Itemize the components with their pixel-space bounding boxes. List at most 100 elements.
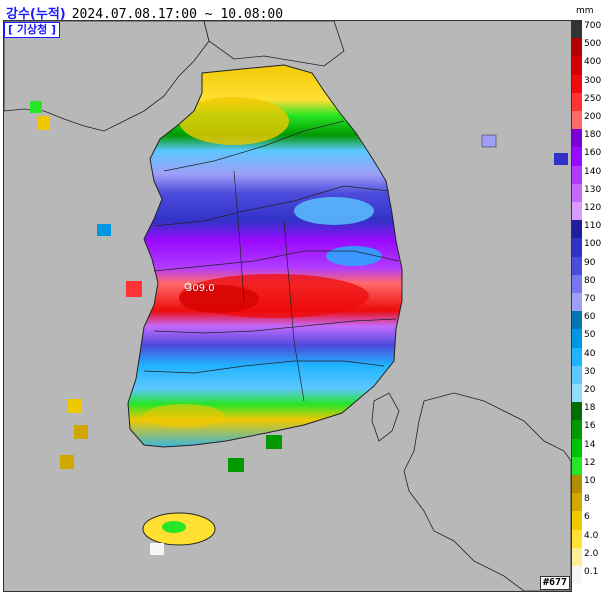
legend-class: 120 [572, 202, 604, 221]
legend-swatch [572, 420, 582, 439]
legend-label: 0.1 [584, 567, 599, 577]
legend-class: 60 [572, 311, 604, 330]
rainfall-map-canvas [4, 21, 571, 591]
legend-label: 80 [584, 275, 596, 286]
island-rain-cell [97, 224, 111, 236]
legend-class: 30 [572, 365, 604, 384]
legend-swatch [572, 293, 582, 312]
max-rainfall-label: 309.0 [186, 283, 215, 294]
legend-swatch [572, 92, 582, 111]
north-dry-area [179, 97, 289, 145]
island-rain-cell [68, 399, 82, 413]
jeju-low-rain [150, 543, 164, 555]
legend-swatch [572, 511, 582, 530]
title-label: 강수(누적) [6, 7, 66, 22]
legend-class: 6 [572, 511, 604, 530]
agency-label: [ 기상청 ] [4, 22, 61, 38]
legend-swatch [572, 56, 582, 75]
legend-swatch [572, 274, 582, 293]
legend-class: 140 [572, 165, 604, 184]
legend-class: 18 [572, 402, 604, 421]
legend-label: 20 [584, 385, 596, 395]
legend-label: 70 [584, 294, 596, 304]
legend-class: 180 [572, 129, 604, 148]
legend-label: 90 [584, 257, 596, 268]
legend-label: 12 [584, 457, 596, 468]
north-east-landmass [203, 21, 345, 67]
legend-swatch [572, 475, 582, 494]
legend-label: 700 [584, 21, 602, 31]
legend-class: 0.1 [572, 566, 604, 585]
island-rain-cell [266, 435, 282, 449]
legend-class: 160 [572, 147, 604, 166]
legend-swatch [572, 529, 582, 548]
jeju-rain-core [162, 521, 186, 533]
legend-swatch [572, 566, 582, 585]
legend-label: 10 [584, 476, 596, 486]
legend-class: 110 [572, 220, 604, 239]
legend-class: 20 [572, 384, 604, 403]
rainfall-map[interactable] [3, 20, 572, 592]
south-west-dry-area [144, 404, 224, 428]
legend-swatch [572, 347, 582, 366]
island-rain-cell [74, 425, 88, 439]
legend-swatch [572, 256, 582, 275]
legend-label: 18 [584, 403, 596, 414]
legend-label: 60 [584, 312, 596, 323]
legend-label: 110 [584, 221, 602, 232]
legend-label: 120 [584, 203, 602, 213]
legend-class: 250 [572, 92, 604, 111]
legend-class: 300 [572, 74, 604, 93]
legend-class: 90 [572, 256, 604, 275]
strait-island [371, 392, 400, 442]
legend-class: 10 [572, 475, 604, 494]
legend-label: 400 [584, 57, 602, 68]
island-rain-cell [60, 455, 74, 469]
legend-swatch [572, 202, 582, 221]
legend-label: 500 [584, 39, 602, 50]
legend-swatch [572, 238, 582, 257]
legend-class: 100 [572, 238, 604, 257]
legend-swatch [572, 74, 582, 93]
east-landmass [403, 392, 571, 591]
legend-label: 180 [584, 130, 602, 141]
legend-swatch [572, 20, 582, 39]
legend-label: 250 [584, 93, 602, 104]
header-bar: 강수(누적) 2024.07.08.17:00 ~ 10.08:00 mm [0, 0, 604, 22]
max-rain-cell [179, 285, 259, 313]
legend-swatch [572, 311, 582, 330]
ulleung-island [481, 134, 497, 148]
legend-swatch [572, 220, 582, 239]
legend-swatch [572, 165, 582, 184]
legend-class: 40 [572, 347, 604, 366]
legend-swatch [572, 402, 582, 421]
legend-label: 8 [584, 494, 590, 505]
legend-swatch [572, 129, 582, 148]
legend: 700 500 400 300 250 200 180 160 140 130 120 110 100 9… [572, 20, 604, 585]
legend-class: 200 [572, 111, 604, 130]
legend-class: 500 [572, 38, 604, 57]
legend-class: 80 [572, 274, 604, 293]
legend-label: 6 [584, 512, 590, 523]
legend-label: 200 [584, 112, 602, 122]
island-rain-cell [228, 458, 244, 472]
island-rain-cell [30, 101, 42, 113]
province-boundary [283, 220, 305, 402]
dokdo-rain-cell [554, 153, 568, 165]
legend-label: 300 [584, 75, 602, 86]
legend-label: 16 [584, 421, 596, 432]
light-rain-pocket [294, 197, 374, 225]
legend-label: 40 [584, 348, 596, 359]
legend-label: 160 [584, 148, 602, 159]
legend-label: 100 [584, 239, 602, 250]
legend-label: 4.0 [584, 530, 599, 541]
legend-swatch [572, 456, 582, 475]
legend-class: 8 [572, 493, 604, 512]
legend-class: 400 [572, 56, 604, 75]
island-rain-cell [38, 116, 50, 130]
legend-swatch [572, 183, 582, 202]
legend-swatch [572, 365, 582, 384]
legend-class: 700 [572, 20, 604, 39]
legend-class: 2.0 [572, 547, 604, 566]
legend-swatch [572, 384, 582, 403]
